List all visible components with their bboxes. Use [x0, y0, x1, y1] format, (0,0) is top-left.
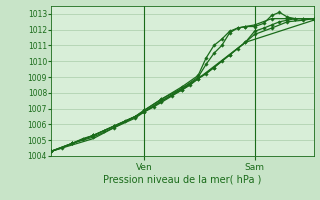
- X-axis label: Pression niveau de la mer( hPa ): Pression niveau de la mer( hPa ): [103, 175, 261, 185]
